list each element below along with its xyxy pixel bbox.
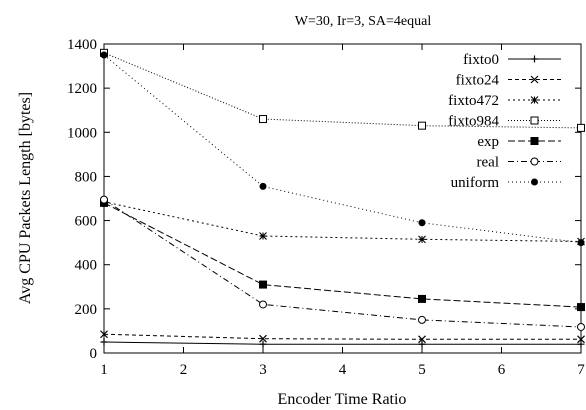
series-uniform	[100, 51, 585, 247]
legend-marker-uniform	[531, 178, 538, 186]
legend-label-exp: exp	[477, 134, 499, 150]
data-point-uniform	[259, 182, 267, 190]
legend-marker-exp	[530, 137, 539, 145]
series-line-fixto0	[103, 341, 581, 345]
y-tick-label: 400	[75, 258, 98, 274]
plot-frame	[103, 43, 582, 354]
data-point-fixto24	[418, 335, 426, 344]
series-fixto24	[100, 330, 585, 344]
data-point-fixto24	[577, 335, 585, 344]
data-point-uniform	[577, 239, 585, 247]
legend-label-uniform: uniform	[451, 175, 500, 191]
data-point-uniform	[100, 51, 108, 59]
series-real	[100, 195, 585, 331]
legend-marker-fixto472	[530, 96, 539, 104]
series-line-fixto24	[103, 333, 581, 340]
series-fixto472	[100, 197, 585, 246]
series-fixto984	[100, 48, 585, 132]
data-point-fixto0	[418, 340, 426, 348]
x-tick-label: 2	[180, 362, 188, 378]
x-tick-label: 4	[339, 362, 347, 378]
axes: 1 2 3 4 5 6 7 0 200 400 600 800 1000 1200 1400	[67, 37, 585, 378]
data-point-real	[418, 315, 426, 324]
y-tick-label: 200	[75, 302, 98, 318]
data-point-real	[100, 195, 108, 204]
data-point-fixto984	[577, 123, 585, 132]
legend-marker-fixto24	[530, 75, 539, 84]
data-point-fixto472	[418, 235, 426, 244]
data-point-fixto24	[100, 330, 108, 339]
series-line-fixto984	[103, 52, 582, 129]
legend: fixto0 fixto24 fixto472 fixto984 exp real unif…	[448, 52, 561, 191]
legend-label-real: real	[477, 155, 499, 171]
data-point-exp	[418, 294, 426, 303]
data-point-fixto984	[259, 115, 267, 124]
legend-marker-real	[530, 157, 539, 166]
legend-label-fixto24: fixto24	[456, 73, 500, 89]
legend-label-fixto0: fixto0	[463, 52, 499, 68]
legend-label-fixto984: fixto984	[448, 114, 499, 130]
y-tick-label: 1000	[67, 125, 97, 141]
data-point-fixto984	[418, 121, 426, 130]
x-tick-label: 3	[259, 362, 267, 378]
data-point-exp	[577, 303, 585, 312]
data-point-exp	[259, 280, 267, 289]
data-point-real	[259, 300, 267, 309]
series-fixto0	[100, 338, 585, 348]
y-tick-label: 600	[75, 214, 98, 230]
y-axis-label: Avg CPU Packets Length [bytes]	[17, 92, 34, 304]
y-tick-label: 1200	[67, 81, 97, 97]
data-point-uniform	[418, 219, 426, 227]
series-line-uniform	[103, 54, 582, 244]
series-line-exp	[103, 202, 582, 308]
x-tick-label: 1	[100, 362, 108, 378]
series-exp	[100, 198, 585, 312]
series-line-fixto472	[103, 201, 582, 242]
x-tick-label: 5	[418, 362, 426, 378]
y-tick-label: 800	[75, 169, 98, 185]
legend-marker-fixto984	[530, 116, 539, 125]
data-point-real	[577, 322, 585, 331]
chart-title: W=30, Ir=3, SA=4equal	[295, 14, 432, 29]
y-tick-label: 1400	[67, 37, 97, 53]
data-point-fixto472	[259, 232, 267, 240]
legend-label-fixto472: fixto472	[448, 93, 499, 109]
data-point-fixto24	[259, 334, 267, 343]
x-tick-label: 7	[577, 362, 585, 378]
data-point-fixto0	[577, 340, 585, 348]
data-point-fixto0	[259, 340, 267, 348]
y-tick-label: 0	[90, 346, 98, 362]
series-line-real	[103, 199, 582, 328]
series-layer	[100, 48, 585, 348]
legend-marker-fixto0	[531, 55, 538, 63]
x-axis-label: Encoder Time Ratio	[278, 391, 407, 408]
x-tick-label: 6	[498, 362, 506, 378]
data-point-fixto0	[100, 338, 108, 346]
